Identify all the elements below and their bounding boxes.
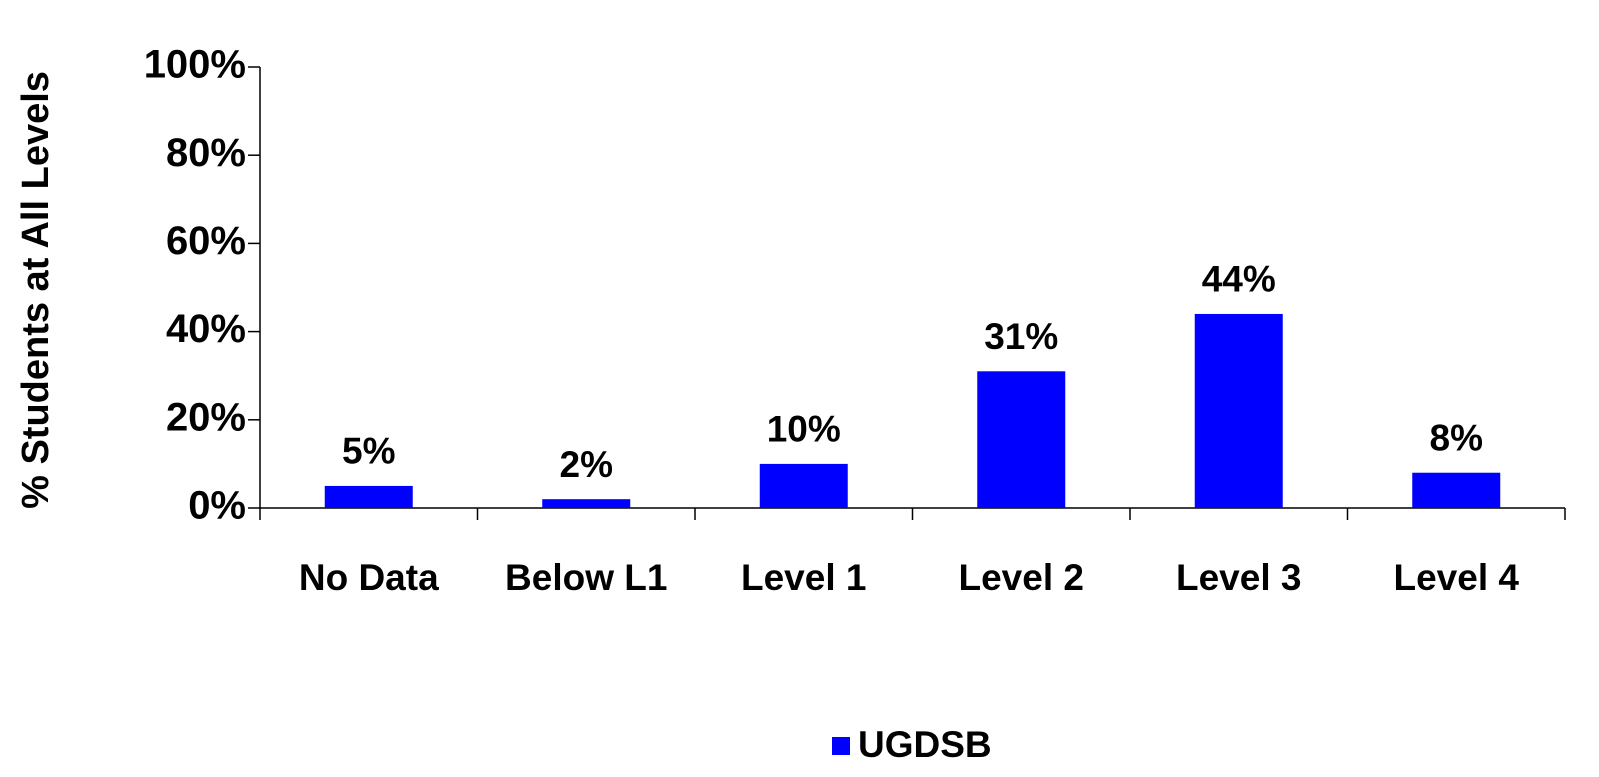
x-tick-label: Level 4 <box>1394 557 1520 598</box>
bar <box>1412 472 1501 508</box>
x-tick-label: Level 1 <box>741 557 866 598</box>
bar <box>977 371 1066 508</box>
y-tick-label: 60% <box>166 219 246 263</box>
x-tick-label: Level 3 <box>1176 557 1301 598</box>
legend-label: UGDSB <box>858 724 992 765</box>
data-label: 8% <box>1430 418 1483 459</box>
x-tick-label: No Data <box>299 557 439 598</box>
y-tick-label: 40% <box>166 307 246 351</box>
data-label: 31% <box>984 316 1058 357</box>
x-tick-label: Below L1 <box>505 557 667 598</box>
bar <box>542 499 631 508</box>
bar <box>1194 313 1283 508</box>
y-axis-label: % Students at All Levels <box>15 71 57 509</box>
data-label: 44% <box>1202 259 1276 300</box>
y-tick-label: 100% <box>144 43 246 87</box>
bar <box>759 463 848 508</box>
y-tick-label: 0% <box>188 484 246 528</box>
data-label: 10% <box>767 409 841 450</box>
data-label: 2% <box>560 444 613 485</box>
x-tick-label: Level 2 <box>959 557 1084 598</box>
y-tick-label: 20% <box>166 395 246 439</box>
data-label: 5% <box>342 431 395 472</box>
legend-swatch <box>832 737 850 755</box>
y-tick-label: 80% <box>166 131 246 175</box>
bar <box>324 485 413 508</box>
